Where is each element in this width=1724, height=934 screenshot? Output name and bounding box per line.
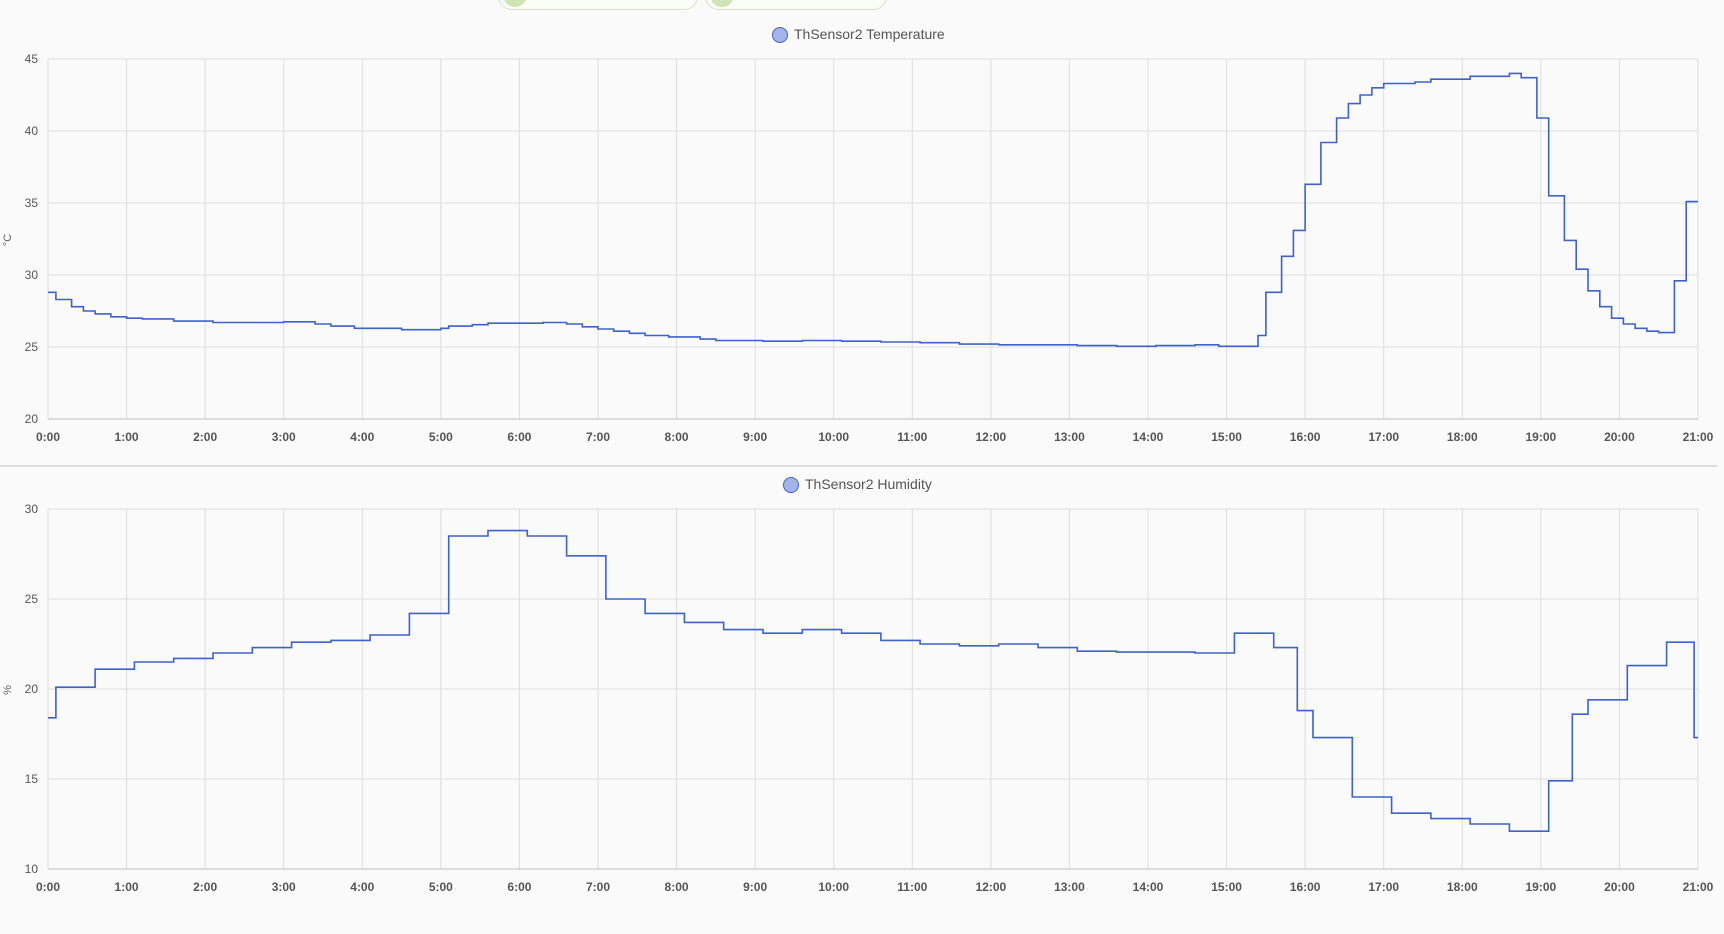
y-tick-label: 20: [25, 682, 39, 696]
x-tick-label: 15:00: [1211, 880, 1242, 894]
x-tick-label: 21:00: [1683, 430, 1714, 444]
x-tick-label: 3:00: [272, 880, 296, 894]
x-tick-label: 2:00: [193, 880, 217, 894]
x-tick-label: 11:00: [897, 430, 927, 444]
legend-marker-icon: [772, 27, 788, 43]
x-tick-label: 10:00: [818, 430, 849, 444]
x-tick-label: 0:00: [36, 430, 60, 444]
x-tick-label: 8:00: [665, 880, 689, 894]
x-tick-label: 16:00: [1290, 430, 1321, 444]
x-tick-label: 19:00: [1526, 880, 1557, 894]
x-tick-label: 13:00: [1054, 430, 1085, 444]
x-tick-label: 3:00: [272, 430, 296, 444]
x-tick-label: 10:00: [818, 880, 849, 894]
x-tick-label: 19:00: [1526, 430, 1557, 444]
x-tick-label: 7:00: [586, 430, 610, 444]
x-tick-label: 18:00: [1447, 430, 1478, 444]
x-tick-label: 14:00: [1133, 430, 1164, 444]
x-tick-label: 17:00: [1368, 880, 1399, 894]
x-tick-label: 1:00: [115, 880, 139, 894]
legend-marker-icon: [783, 477, 799, 493]
y-tick-label: 25: [25, 340, 39, 354]
x-tick-label: 8:00: [665, 430, 689, 444]
legend[interactable]: ThSensor2 Humidity: [783, 476, 932, 493]
y-tick-label: 25: [25, 592, 39, 606]
x-tick-label: 5:00: [429, 880, 453, 894]
x-tick-label: 9:00: [743, 430, 767, 444]
legend-label: ThSensor2 Humidity: [805, 476, 932, 492]
y-tick-label: 40: [25, 124, 39, 138]
x-tick-label: 12:00: [976, 430, 1007, 444]
x-tick-label: 18:00: [1447, 880, 1478, 894]
humidity-chart: ThSensor2 Humidity 10 15 20 25 30 0:00 1:00 2:0…: [2, 476, 1714, 894]
humidity-series-line: [48, 529, 1698, 832]
x-tick-label: 7:00: [586, 880, 610, 894]
y-tick-label: 15: [25, 772, 39, 786]
y-tick-label: 45: [25, 52, 39, 66]
y-axis-unit: °C: [2, 234, 14, 246]
chip-icon: [710, 0, 734, 7]
legend-label: ThSensor2 Temperature: [794, 26, 945, 42]
x-tick-label: 21:00: [1683, 880, 1714, 894]
x-tick-label: 13:00: [1054, 880, 1085, 894]
x-tick-label: 0:00: [36, 880, 60, 894]
x-tick-label: 11:00: [897, 880, 927, 894]
x-tick-label: 4:00: [350, 430, 374, 444]
x-tick-label: 20:00: [1604, 430, 1635, 444]
temperature-chart: ThSensor2 Temperature 20 25 30 35 40 45 0:00 1:…: [2, 26, 1714, 444]
x-tick-label: 9:00: [743, 880, 767, 894]
x-tick-label: 16:00: [1290, 880, 1321, 894]
x-tick-label: 15:00: [1211, 430, 1242, 444]
y-tick-label: 10: [25, 862, 39, 876]
temperature-series-line: [48, 72, 1698, 348]
x-tick-label: 4:00: [350, 880, 374, 894]
y-tick-label: 30: [25, 502, 39, 516]
x-tick-label: 14:00: [1133, 880, 1164, 894]
y-tick-label: 20: [25, 412, 39, 426]
y-tick-label: 30: [25, 268, 39, 282]
x-tick-label: 17:00: [1368, 430, 1399, 444]
x-tick-label: 5:00: [429, 430, 453, 444]
y-tick-label: 35: [25, 196, 39, 210]
x-tick-label: 2:00: [193, 430, 217, 444]
y-axis-unit: %: [2, 685, 14, 695]
x-tick-label: 6:00: [507, 430, 531, 444]
legend[interactable]: ThSensor2 Temperature: [772, 26, 945, 43]
x-tick-label: 20:00: [1604, 880, 1635, 894]
x-tick-label: 6:00: [507, 880, 531, 894]
filter-chip-row: [0, 0, 1724, 12]
chip-icon: [503, 0, 527, 7]
x-tick-label: 12:00: [976, 880, 1007, 894]
x-tick-label: 1:00: [115, 430, 139, 444]
